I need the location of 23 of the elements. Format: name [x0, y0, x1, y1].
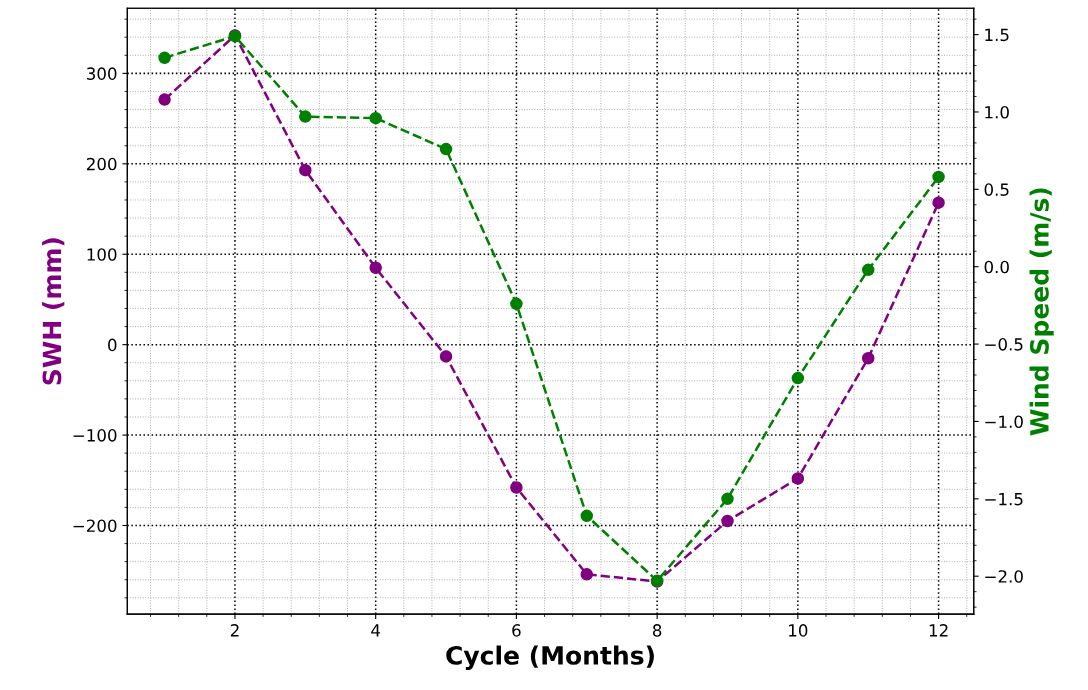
y-tick-label: −200 — [73, 519, 117, 533]
y2-tick-label: 0.0 — [984, 260, 1009, 274]
y-tick-label: 300 — [87, 67, 117, 80]
y2-tick-label: −2.0 — [985, 570, 1023, 583]
x-tick-label: 12 — [929, 624, 948, 637]
y2-tick-label: 1.5 — [985, 28, 1009, 42]
y2-tick-label: −1.5 — [985, 493, 1023, 506]
y2-tick-label: −0.5 — [985, 338, 1023, 351]
y2-tick-label: 1.0 — [985, 105, 1009, 119]
x-tick-label: 4 — [371, 624, 381, 637]
y-axis-title: SWH (mm) — [42, 238, 65, 385]
y-tick-label: −100 — [73, 429, 117, 442]
x-tick-label: 10 — [789, 624, 808, 637]
y2-axis-title: Wind Speed (m/s) — [1029, 188, 1054, 436]
y-tick-label: 200 — [86, 157, 117, 171]
y2-tick-label: 0.5 — [984, 183, 1009, 196]
x-tick-label: 6 — [512, 624, 521, 637]
y2-tick-label: −1.0 — [985, 415, 1023, 429]
x-tick-label: 8 — [652, 624, 662, 637]
x-axis-title: Cycle (Months) — [446, 645, 654, 670]
y-tick-label: 0 — [108, 338, 117, 352]
x-tick-label: 2 — [230, 624, 239, 637]
y-tick-label: 100 — [87, 248, 117, 261]
